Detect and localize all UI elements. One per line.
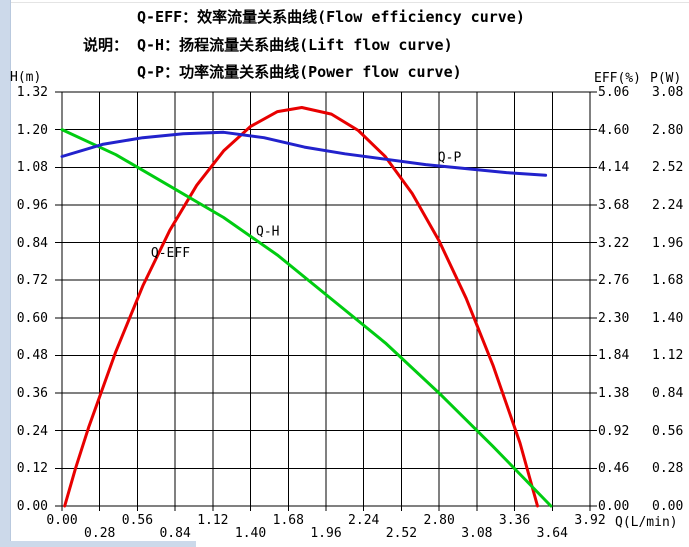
x-tick-label: 2.80 <box>423 513 455 528</box>
curve-q-h <box>60 128 553 508</box>
p-tick-label: 2.52 <box>652 160 684 176</box>
legend-line-q-p: Q-P：功率流量关系曲线(Power flow curve) <box>137 63 462 81</box>
h-tick-label: 0.00 <box>16 499 48 514</box>
p-tick-label: 0.28 <box>652 461 684 477</box>
p-tick-label: 0.56 <box>652 423 684 439</box>
h-tick-label: 1.20 <box>16 122 48 138</box>
p-tick-label: 1.40 <box>652 310 684 326</box>
window-left-edge <box>0 0 11 547</box>
power-axis-title: P(W) <box>650 71 682 86</box>
h-tick-label: 0.24 <box>16 423 48 439</box>
h-tick-label: 0.36 <box>16 386 48 402</box>
x-tick-label: 3.92 <box>574 513 606 528</box>
eff-tick-label: 5.06 <box>598 85 630 100</box>
eff-tick-label: 3.22 <box>598 235 630 251</box>
x-tick-label: 1.96 <box>310 526 342 541</box>
plot-frame <box>61 91 591 507</box>
window-top-edge <box>0 2 689 3</box>
p-tick-label: 1.96 <box>652 235 684 251</box>
legend-line-q-h: Q-H：扬程流量关系曲线(Lift flow curve) <box>137 36 453 54</box>
p-tick-label: 3.08 <box>652 85 684 100</box>
eff-tick-label: 4.14 <box>598 160 630 176</box>
x-tick-label: 0.00 <box>46 513 78 528</box>
x-tick-label: 2.52 <box>385 526 418 541</box>
legend-line-q-eff: Q-EFF：效率流量关系曲线(Flow efficiency curve) <box>137 8 525 26</box>
eff-tick-label: 4.60 <box>598 122 630 138</box>
curve-label-q-h: Q-H <box>256 225 279 240</box>
eff-tick-label: 0.92 <box>598 423 630 439</box>
window-bottom-edge <box>0 541 196 547</box>
x-tick-label: 0.84 <box>159 526 191 541</box>
p-tick-label: 0.00 <box>652 499 684 514</box>
x-tick-label: 3.64 <box>536 526 568 541</box>
h-tick-label: 0.96 <box>16 197 48 213</box>
x-tick-label: 1.68 <box>272 513 304 528</box>
eff-tick-label: 2.76 <box>598 273 630 289</box>
eff-tick-label: 1.38 <box>598 386 630 402</box>
x-tick-label: 1.40 <box>234 526 267 541</box>
x-tick-label: 3.36 <box>498 513 531 528</box>
curve-q-eff <box>63 106 539 508</box>
curve-label-q-p: Q-P <box>438 150 462 165</box>
x-tick-label: 0.28 <box>84 526 116 541</box>
h-tick-label: 0.48 <box>16 348 48 364</box>
eff-tick-label: 3.68 <box>598 197 630 213</box>
x-axis-title: Q(L/min) <box>615 515 678 530</box>
curve-q-p <box>60 130 548 177</box>
h-tick-label: 0.72 <box>16 273 48 289</box>
eff-axis-title: EFF(%) <box>594 71 641 86</box>
h-tick-label: 1.08 <box>16 160 48 176</box>
curve-label-q-eff: Q-EFF <box>151 246 190 261</box>
x-tick-label: 3.08 <box>461 526 493 541</box>
h-tick-label: 0.12 <box>16 461 48 477</box>
left-axis-title: H(m) <box>10 70 42 85</box>
x-tick-label: 0.56 <box>121 513 154 528</box>
x-tick-label: 2.24 <box>348 513 380 528</box>
p-tick-label: 1.68 <box>652 273 684 289</box>
p-tick-label: 1.12 <box>652 348 684 364</box>
h-tick-label: 0.60 <box>16 310 48 326</box>
eff-tick-label: 2.30 <box>598 310 630 326</box>
eff-tick-label: 0.00 <box>598 499 630 514</box>
legend-prefix: 说明： <box>83 36 129 54</box>
p-tick-label: 2.80 <box>652 122 684 138</box>
h-tick-label: 0.84 <box>16 235 48 251</box>
eff-tick-label: 1.84 <box>598 348 630 364</box>
eff-tick-label: 0.46 <box>598 461 630 477</box>
h-tick-label: 1.32 <box>16 85 48 100</box>
p-tick-label: 0.84 <box>652 386 684 402</box>
x-tick-label: 1.12 <box>197 513 229 528</box>
p-tick-label: 2.24 <box>652 197 684 213</box>
